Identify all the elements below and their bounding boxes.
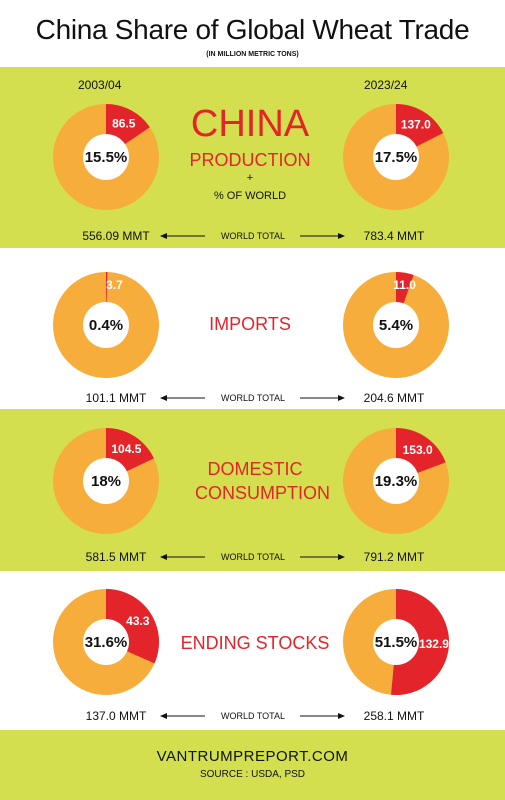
arrow-right-head [338, 233, 345, 239]
arrow-right-head [338, 395, 345, 401]
donut-chart: 17.5% 137.0 [343, 104, 449, 210]
world-total-arrow-row: WORLD TOTAL [160, 231, 345, 241]
arrow-left-head [160, 713, 167, 719]
donut-chart: 15.5% 86.5 [53, 104, 159, 210]
donut-hole [373, 302, 419, 348]
world-total-label: WORLD TOTAL [221, 711, 285, 721]
donut-hole [83, 458, 129, 504]
pct-of-world-label: % OF WORLD [213, 190, 287, 202]
donut-chart: 5.4% 11.0 [343, 272, 449, 378]
share-percent-label: 5.4% [379, 317, 413, 334]
donut-chart: 19.3% 153.0 [343, 428, 449, 534]
year-left: 2003/04 [78, 78, 122, 92]
band-footer [0, 730, 505, 800]
arrow-right-head [338, 713, 345, 719]
world-total-label: WORLD TOTAL [221, 393, 285, 403]
category-label-ending-stocks: ENDING STOCKS [180, 633, 330, 653]
world-total-arrow-row: WORLD TOTAL [160, 711, 345, 721]
share-percent-label: 18% [91, 473, 121, 490]
china-value-label: 153.0 [403, 443, 433, 457]
donut-hole [83, 302, 129, 348]
world-total-value: 783.4 MMT [364, 229, 425, 243]
world-total-label: WORLD TOTAL [221, 231, 285, 241]
world-total-value: 204.6 MMT [364, 391, 425, 405]
plus-sign: + [246, 172, 254, 184]
arrow-left-head [160, 395, 167, 401]
world-total-value: 137.0 MMT [86, 709, 147, 723]
page-subtitle: (IN MILLION METRIC TONS) [206, 51, 299, 58]
donut-chart: 0.4% 3.7 [53, 272, 159, 378]
category-label-consumption: DOMESTIC CONSUMPTION [195, 459, 330, 503]
donut-hole [373, 458, 419, 504]
world-total-arrow-row: WORLD TOTAL [160, 393, 345, 403]
china-heading: CHINA [190, 103, 310, 145]
share-percent-label: 19.3% [375, 473, 418, 490]
donut-chart: 31.6% 43.3 [53, 589, 159, 695]
china-share-slice [391, 589, 450, 695]
arrow-right-head [338, 554, 345, 560]
share-percent-label: 0.4% [89, 317, 123, 334]
world-total-value: 101.1 MMT [86, 391, 147, 405]
year-right: 2023/24 [364, 78, 408, 92]
arrow-left-head [160, 233, 167, 239]
page-title: China Share of Global Wheat Trade [35, 14, 470, 45]
china-value-label: 137.0 [401, 118, 431, 132]
china-value-label: 104.5 [111, 442, 141, 456]
china-value-label: 43.3 [126, 614, 150, 628]
donut-hole [83, 619, 129, 665]
footer-url[interactable]: VANTRUMPREPORT.COM [156, 748, 349, 765]
footer-source: SOURCE : USDA, PSD [199, 769, 306, 780]
china-value-label: 11.0 [393, 278, 416, 292]
share-percent-label: 15.5% [85, 149, 128, 166]
china-value-label: 132.9 [419, 637, 449, 651]
donut-chart: 18% 104.5 [53, 428, 159, 534]
share-percent-label: 31.6% [85, 634, 128, 651]
donut-hole [373, 619, 419, 665]
world-total-value: 258.1 MMT [364, 709, 425, 723]
world-total-arrow-row: WORLD TOTAL [160, 552, 345, 562]
world-total-value: 791.2 MMT [364, 550, 425, 564]
arrow-left-head [160, 554, 167, 560]
donut-hole [83, 134, 129, 180]
donut-hole [373, 134, 419, 180]
world-total-value: 556.09 MMT [82, 229, 150, 243]
category-label-production: PRODUCTION [189, 150, 311, 170]
share-percent-label: 51.5% [375, 634, 418, 651]
world-total-label: WORLD TOTAL [221, 552, 285, 562]
category-label-imports: IMPORTS [209, 314, 291, 334]
china-value-label: 86.5 [112, 116, 136, 130]
share-percent-label: 17.5% [375, 149, 418, 166]
china-value-label: 3.7 [106, 278, 123, 292]
world-total-value: 581.5 MMT [86, 550, 147, 564]
donut-chart: 51.5% 132.9 [343, 589, 449, 695]
